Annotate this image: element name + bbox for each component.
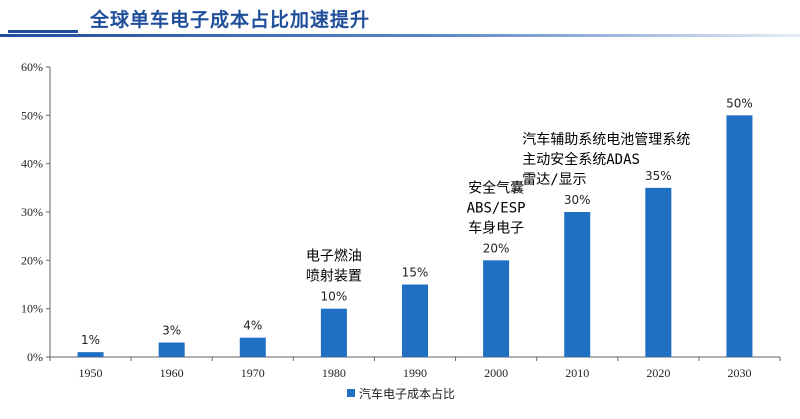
annotation-text: 雷达/显示 (522, 172, 586, 188)
y-tick-label: 20% (21, 253, 43, 267)
x-tick-label: 1980 (322, 366, 346, 380)
x-tick-label: 2030 (727, 366, 751, 380)
title-underline (0, 34, 800, 37)
bar (645, 187, 672, 357)
legend-swatch (347, 389, 355, 397)
bar (320, 308, 347, 357)
x-tick-label: 1960 (160, 366, 184, 380)
data-label: 20% (483, 241, 510, 255)
annotation-text: 安全气囊 (468, 179, 524, 196)
x-tick-label: 2010 (565, 366, 589, 380)
title-accent (8, 8, 78, 33)
x-tick-label: 2020 (646, 366, 670, 380)
annotation-text: 车身电子 (468, 219, 524, 236)
y-tick-label: 30% (21, 205, 43, 219)
data-label: 4% (243, 319, 262, 333)
x-tick-label: 1990 (403, 366, 427, 380)
x-tick-label: 1950 (79, 366, 103, 380)
y-tick-label: 40% (21, 157, 43, 171)
annotation-text: 主动安全系统ADAS (522, 151, 640, 168)
data-label: 10% (321, 290, 348, 304)
y-tick-label: 50% (21, 108, 43, 122)
y-tick-label: 10% (21, 302, 43, 316)
page-title: 全球单车电子成本占比加速提升 (90, 9, 371, 31)
bar (77, 352, 104, 357)
annotation-text: 电子燃油 (306, 248, 362, 265)
bar (158, 342, 185, 357)
data-label: 50% (726, 96, 753, 110)
data-label: 35% (645, 169, 672, 183)
data-label: 3% (162, 324, 181, 338)
y-tick-label: 0% (27, 350, 43, 364)
data-label: 15% (402, 266, 429, 280)
header-bar: 全球单车电子成本占比加速提升 (0, 0, 800, 38)
data-label: 30% (564, 193, 591, 207)
bar (402, 284, 428, 357)
x-tick-label: 2000 (484, 366, 508, 380)
bar (483, 260, 510, 357)
y-tick-label: 60% (21, 60, 43, 74)
annotation-text: ABS/ESP (467, 200, 526, 216)
bar (564, 212, 591, 357)
annotation-text: 喷射装置 (306, 269, 362, 285)
legend-label: 汽车电子成本占比 (359, 386, 455, 401)
data-label: 1% (81, 333, 100, 347)
bar (239, 337, 266, 357)
x-tick-label: 1970 (241, 366, 265, 380)
bar (726, 115, 753, 357)
annotation-text: 汽车辅助系统电池管理系统 (522, 131, 690, 148)
